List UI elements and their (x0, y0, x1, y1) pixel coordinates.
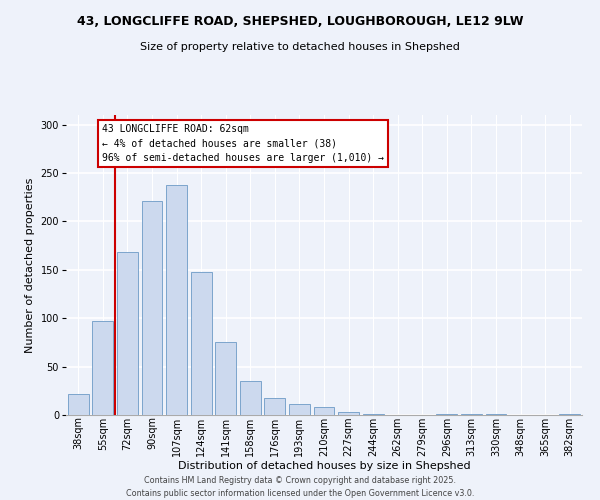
Y-axis label: Number of detached properties: Number of detached properties (25, 178, 35, 352)
Bar (215, 342, 236, 415)
Bar (92, 321, 113, 415)
Bar (240, 381, 261, 415)
Bar (314, 408, 334, 415)
X-axis label: Distribution of detached houses by size in Shepshed: Distribution of detached houses by size … (178, 462, 470, 471)
Bar (362, 414, 383, 415)
Text: 43 LONGCLIFFE ROAD: 62sqm
← 4% of detached houses are smaller (38)
96% of semi-d: 43 LONGCLIFFE ROAD: 62sqm ← 4% of detach… (102, 124, 384, 163)
Bar (68, 394, 89, 415)
Bar (485, 414, 506, 415)
Bar (191, 272, 212, 415)
Text: Contains HM Land Registry data © Crown copyright and database right 2025.
Contai: Contains HM Land Registry data © Crown c… (126, 476, 474, 498)
Bar (142, 201, 163, 415)
Bar (289, 404, 310, 415)
Bar (559, 414, 580, 415)
Bar (461, 414, 482, 415)
Bar (265, 398, 286, 415)
Text: 43, LONGCLIFFE ROAD, SHEPSHED, LOUGHBOROUGH, LE12 9LW: 43, LONGCLIFFE ROAD, SHEPSHED, LOUGHBORO… (77, 15, 523, 28)
Bar (338, 412, 359, 415)
Text: Size of property relative to detached houses in Shepshed: Size of property relative to detached ho… (140, 42, 460, 52)
Bar (436, 414, 457, 415)
Bar (117, 252, 138, 415)
Bar (166, 184, 187, 415)
